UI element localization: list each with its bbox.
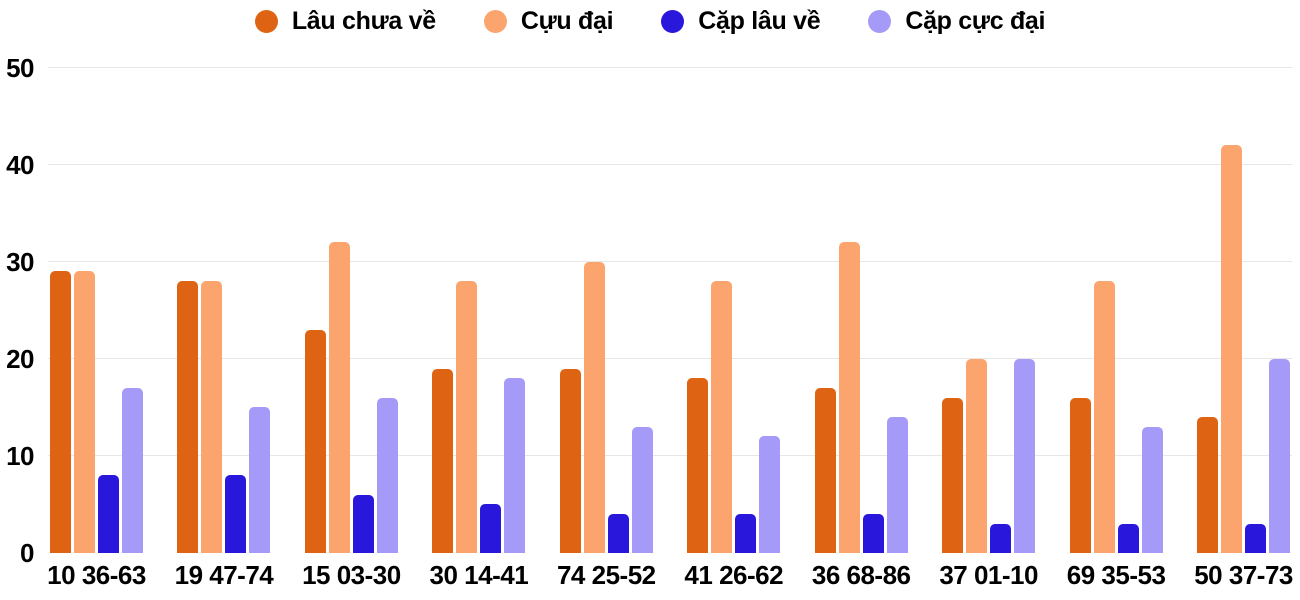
bar[interactable] bbox=[735, 514, 757, 553]
legend-color-dot-icon bbox=[483, 9, 507, 33]
bar-group bbox=[1069, 67, 1163, 553]
bar-group bbox=[942, 67, 1036, 553]
y-axis-tick-label: 0 bbox=[20, 538, 34, 568]
bar[interactable] bbox=[1093, 281, 1115, 553]
x-axis-category-label: 41 26-62 bbox=[684, 560, 784, 590]
legend-color-dot-icon bbox=[868, 9, 892, 33]
gridline-40 bbox=[48, 164, 1292, 166]
legend-series-label: Cặp cực đại bbox=[905, 6, 1046, 35]
x-axis-category-label: 69 35-53 bbox=[1066, 560, 1166, 590]
gridline-30 bbox=[48, 261, 1292, 263]
bar-group bbox=[177, 67, 271, 553]
bar-group bbox=[1197, 67, 1291, 553]
y-axis-tick-label: 30 bbox=[6, 246, 34, 277]
bar[interactable] bbox=[966, 359, 988, 553]
chart-legend: Lâu chưa về Cựu đại Cặp lâu về Cặp cực đại bbox=[0, 4, 1300, 38]
bar[interactable] bbox=[1197, 417, 1219, 553]
legend-series-label: Lâu chưa về bbox=[291, 6, 436, 35]
legend-item[interactable]: Cựu đại bbox=[483, 6, 614, 36]
bar[interactable] bbox=[98, 475, 119, 553]
bar[interactable] bbox=[504, 378, 526, 553]
bar[interactable] bbox=[838, 242, 860, 553]
bar-group bbox=[432, 67, 526, 553]
gridline-10 bbox=[48, 455, 1292, 457]
bar-group bbox=[687, 67, 781, 553]
gridline-50 bbox=[48, 67, 1292, 68]
bar[interactable] bbox=[759, 436, 781, 553]
bar[interactable] bbox=[1141, 427, 1163, 553]
x-axis-category-label: 74 25-52 bbox=[556, 560, 656, 590]
bar[interactable] bbox=[687, 378, 709, 553]
gridline-20 bbox=[48, 358, 1292, 360]
legend-item[interactable]: Lâu chưa về bbox=[254, 6, 436, 36]
legend-color-dot-icon bbox=[254, 9, 278, 33]
x-axis-category-label: 36 68-86 bbox=[811, 560, 911, 590]
x-axis-category-label: 30 14-41 bbox=[429, 560, 529, 590]
bar[interactable] bbox=[814, 388, 836, 553]
bar[interactable] bbox=[990, 524, 1012, 553]
legend-item[interactable]: Cặp lâu về bbox=[661, 6, 821, 36]
bar[interactable] bbox=[376, 398, 398, 553]
y-axis-tick-label: 20 bbox=[6, 343, 34, 374]
bar-group bbox=[304, 67, 398, 553]
bar[interactable] bbox=[74, 271, 95, 553]
bar[interactable] bbox=[432, 369, 454, 553]
bar[interactable] bbox=[201, 281, 223, 553]
y-axis-tick-label: 50 bbox=[6, 52, 34, 83]
bar[interactable] bbox=[862, 514, 884, 553]
bar[interactable] bbox=[1069, 398, 1091, 553]
x-axis-category-label: 19 47-74 bbox=[174, 560, 274, 590]
x-axis-category-label: 37 01-10 bbox=[939, 560, 1038, 590]
bar[interactable] bbox=[607, 514, 629, 553]
legend-series-label: Cựu đại bbox=[520, 6, 614, 35]
bar[interactable] bbox=[122, 388, 143, 553]
bar[interactable] bbox=[1221, 145, 1243, 553]
bar[interactable] bbox=[177, 281, 199, 553]
bar[interactable] bbox=[631, 427, 653, 553]
bar[interactable] bbox=[1245, 524, 1267, 553]
x-axis-category-label: 10 36-63 bbox=[47, 560, 146, 590]
bar[interactable] bbox=[225, 475, 247, 553]
bar[interactable] bbox=[1014, 359, 1036, 553]
bar[interactable] bbox=[480, 504, 502, 553]
bar[interactable] bbox=[328, 242, 350, 553]
bar[interactable] bbox=[304, 330, 326, 553]
legend-color-dot-icon bbox=[661, 9, 685, 33]
bar[interactable] bbox=[583, 262, 605, 553]
bar[interactable] bbox=[50, 271, 71, 553]
bar[interactable] bbox=[886, 417, 908, 553]
bar[interactable] bbox=[711, 281, 733, 553]
legend-series-label: Cặp lâu về bbox=[698, 6, 821, 35]
bar-group bbox=[814, 67, 908, 553]
x-axis-category-label: 50 37-73 bbox=[1194, 560, 1293, 590]
bar[interactable] bbox=[942, 398, 964, 553]
legend-item[interactable]: Cặp cực đại bbox=[868, 7, 1045, 36]
bar[interactable] bbox=[1269, 359, 1291, 553]
bar[interactable] bbox=[249, 407, 271, 553]
bar[interactable] bbox=[456, 281, 478, 553]
y-axis-tick-label: 10 bbox=[6, 440, 34, 471]
bar-group bbox=[559, 67, 653, 553]
bar-chart-plot-area bbox=[48, 67, 1292, 553]
bar[interactable] bbox=[1117, 524, 1139, 553]
bar-group bbox=[50, 67, 143, 553]
bar[interactable] bbox=[352, 495, 374, 553]
x-axis-category-label: 15 03-30 bbox=[302, 560, 401, 590]
y-axis-tick-label: 40 bbox=[6, 149, 34, 180]
bar[interactable] bbox=[559, 369, 581, 553]
